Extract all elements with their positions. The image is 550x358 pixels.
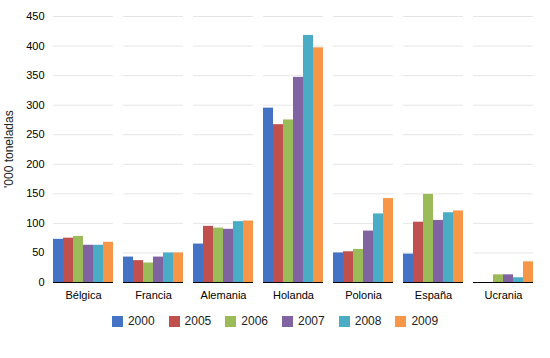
html-text:2009: 2009 — [411, 314, 439, 328]
svg-text:Ucrania: Ucrania — [485, 289, 524, 301]
html-text:2008: 2008 — [354, 314, 382, 328]
html-text:2007: 2007 — [298, 314, 325, 328]
svg-text:150: 150 — [26, 187, 44, 199]
svg-text:Francia: Francia — [135, 289, 173, 301]
svg-text:España: España — [415, 289, 453, 301]
svg-text:400: 400 — [26, 40, 44, 52]
svg-text:Alemania: Alemania — [201, 289, 248, 301]
html-text:2006: 2006 — [241, 314, 268, 328]
html-text:2005: 2005 — [184, 314, 212, 328]
svg-text:50: 50 — [32, 246, 44, 258]
svg-text:350: 350 — [26, 69, 44, 81]
svg-text:200: 200 — [26, 158, 44, 170]
svg-text:100: 100 — [26, 217, 44, 229]
html-text:'000 toneladas: '000 toneladas — [2, 110, 16, 188]
svg-text:300: 300 — [26, 99, 44, 111]
svg-text:450: 450 — [26, 10, 44, 22]
svg-text:Polonia: Polonia — [345, 289, 383, 301]
svg-text:Holanda: Holanda — [273, 289, 315, 301]
svg-text:Bélgica: Bélgica — [65, 289, 102, 301]
svg-text:250: 250 — [26, 128, 44, 140]
html-text:2000: 2000 — [127, 314, 155, 328]
svg-text:0: 0 — [38, 276, 44, 288]
